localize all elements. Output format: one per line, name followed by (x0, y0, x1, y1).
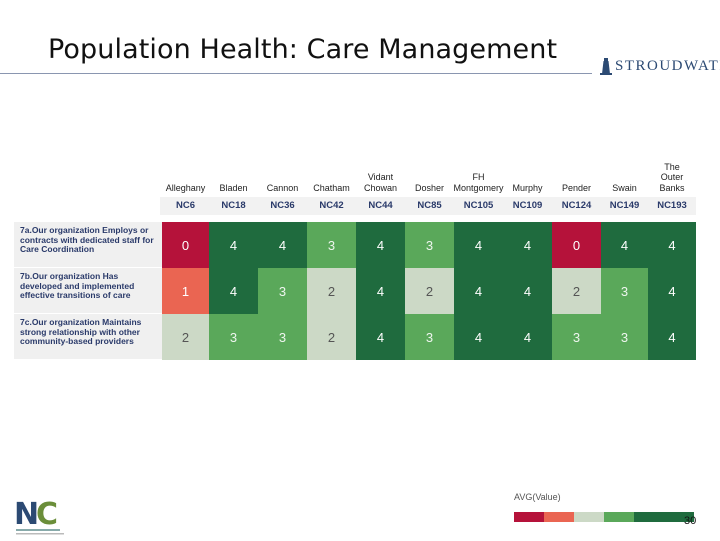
column-header: Murphy (512, 182, 543, 193)
legend-color-bar (514, 512, 694, 522)
column-code: NC36 (270, 200, 295, 211)
heatmap-cell: 3 (552, 314, 601, 360)
column-header: The Outer Banks (659, 161, 685, 193)
column-header: Dosher (414, 182, 444, 193)
column-code: NC85 (417, 200, 442, 211)
heatmap-cell: 3 (258, 314, 307, 360)
column-header: Pender (561, 182, 592, 193)
row-label: 7b.Our organization Has developed and im… (14, 268, 162, 314)
heatmap-cell: 4 (503, 314, 552, 360)
heatmap-cell: 2 (162, 314, 209, 360)
heatmap-cell: 0 (552, 222, 601, 268)
column-header: Swain (612, 182, 637, 193)
title-divider (0, 73, 592, 74)
page-number: 30 (684, 515, 697, 527)
column-header: FH Montgomery (453, 172, 504, 193)
legend-swatch (574, 512, 604, 522)
heatmap-cell: 4 (503, 222, 552, 268)
heatmap-cell: 2 (405, 268, 454, 314)
brand-name: STROUDWATER (615, 57, 720, 74)
lighthouse-icon (600, 58, 612, 75)
heatmap-cell: 2 (307, 314, 356, 360)
heatmap-cell: 4 (503, 268, 552, 314)
heatmap-cell: 4 (209, 222, 258, 268)
nc-logo-icon: N C (14, 497, 64, 535)
legend-swatch (634, 512, 664, 522)
heatmap-cell: 4 (454, 222, 503, 268)
legend-title: AVG(Value) (514, 492, 561, 502)
heatmap-cell: 2 (552, 268, 601, 314)
column-code: NC109 (512, 200, 543, 211)
code-header-row (160, 197, 696, 215)
heatmap-cell: 4 (356, 222, 405, 268)
svg-text:N: N (14, 497, 39, 532)
heatmap-cell: 1 (162, 268, 209, 314)
heatmap-cell: 4 (601, 222, 648, 268)
heatmap-cell: 4 (648, 314, 696, 360)
legend-swatch (544, 512, 574, 522)
legend-swatch (664, 512, 694, 522)
column-code: NC149 (609, 200, 640, 211)
column-code: NC6 (175, 200, 195, 211)
heatmap-cell: 3 (405, 314, 454, 360)
heatmap-cell: 4 (356, 268, 405, 314)
column-code: NC193 (657, 200, 687, 211)
row-label: 7c.Our organization Maintains strong rel… (14, 314, 162, 360)
stroudwater-logo: STROUDWATER (600, 57, 720, 75)
column-code: NC105 (463, 200, 494, 211)
column-header: Bladen (219, 182, 248, 193)
color-legend: AVG(Value) (514, 492, 694, 522)
heatmap-cell: 3 (601, 314, 648, 360)
column-header: Cannon (266, 182, 299, 193)
column-code: NC124 (561, 200, 592, 211)
heatmap-cell: 3 (405, 222, 454, 268)
heatmap-cell: 3 (601, 268, 648, 314)
legend-swatch (514, 512, 544, 522)
column-code: NC42 (319, 200, 344, 211)
heatmap-cell: 3 (209, 314, 258, 360)
column-header: Alleghany (165, 182, 206, 193)
heatmap-cell: 4 (648, 268, 696, 314)
heatmap-cell: 4 (356, 314, 405, 360)
heatmap-cell: 4 (209, 268, 258, 314)
heatmap-cell: 0 (162, 222, 209, 268)
heatmap-cell: 4 (454, 314, 503, 360)
heatmap-cell: 3 (258, 268, 307, 314)
row-label: 7a.Our organization Employs or contracts… (14, 222, 162, 268)
column-header: Vidant Chowan (363, 172, 398, 193)
heatmap-cell: 3 (307, 222, 356, 268)
nc-state-logo: N C (14, 492, 66, 541)
heatmap-cell: 4 (258, 222, 307, 268)
column-code: NC18 (221, 200, 246, 211)
column-code: NC44 (368, 200, 393, 211)
slide-title: Population Health: Care Management (48, 34, 558, 65)
legend-swatch (604, 512, 634, 522)
heatmap-cell: 2 (307, 268, 356, 314)
svg-text:C: C (36, 497, 58, 532)
heatmap-cell: 4 (454, 268, 503, 314)
column-header: Chatham (313, 182, 350, 193)
heatmap-cell: 4 (648, 222, 696, 268)
